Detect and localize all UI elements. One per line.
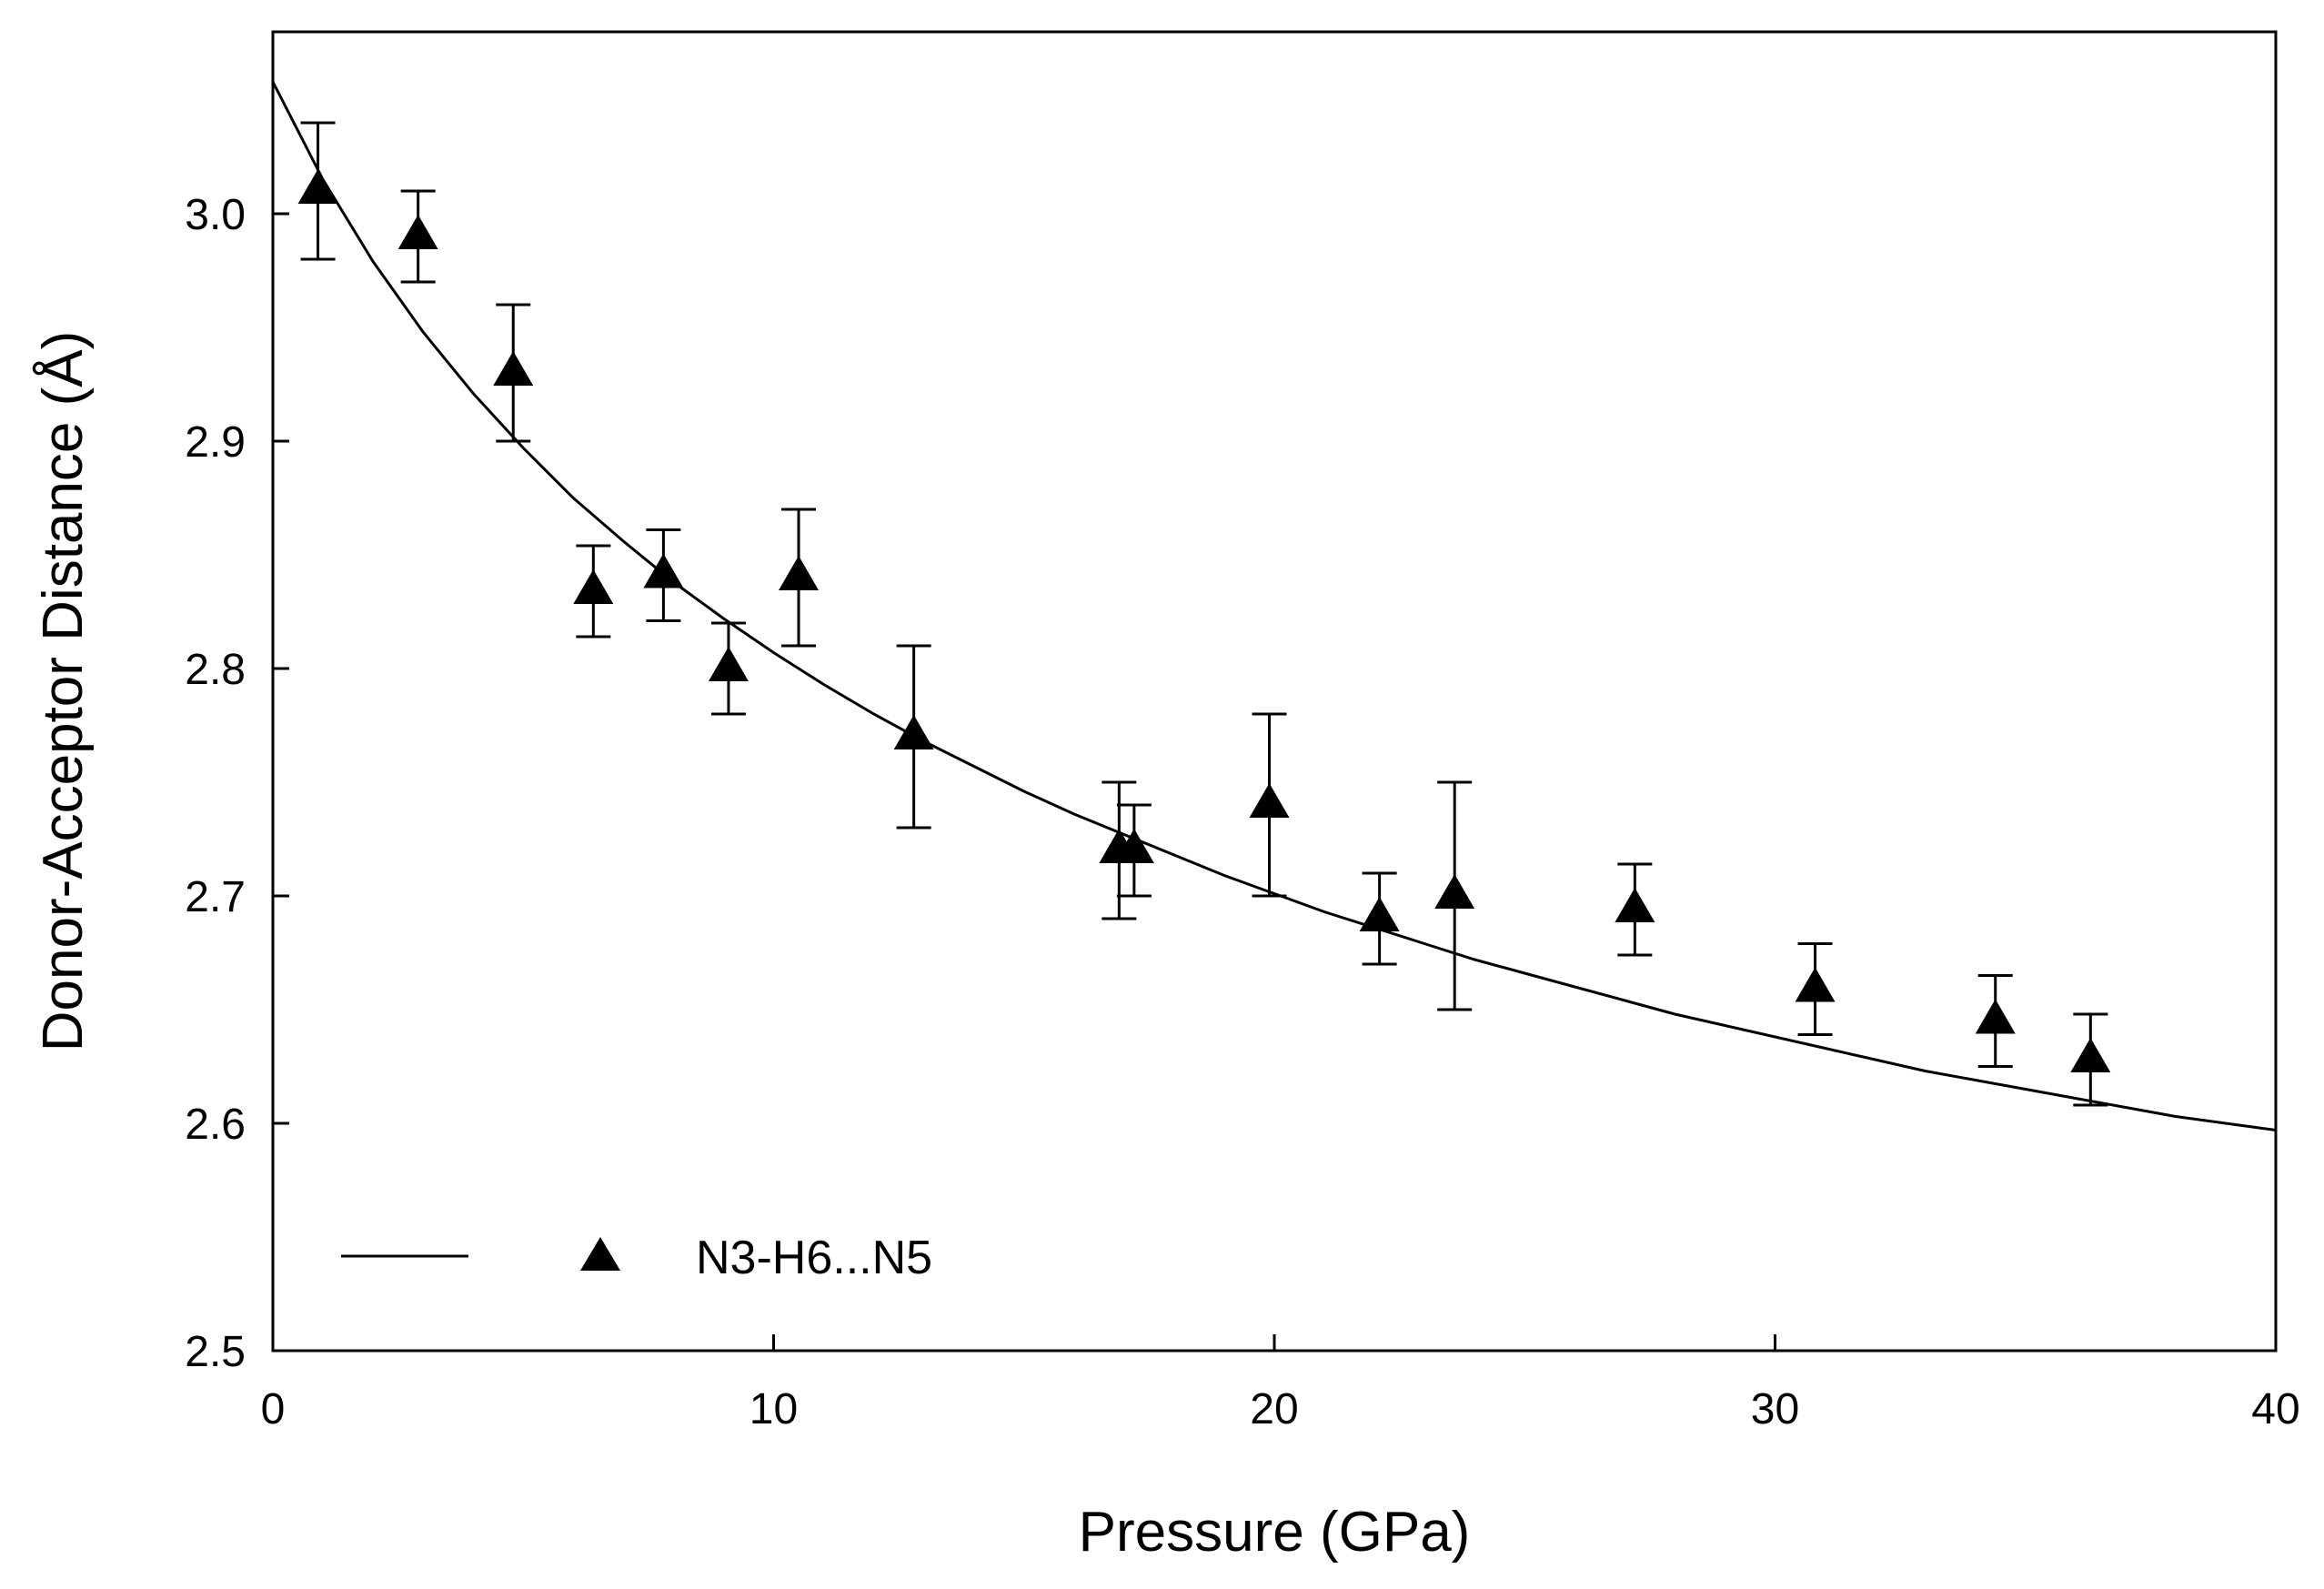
triangle-marker	[1795, 967, 1836, 1002]
fit-curve	[271, 81, 2277, 1131]
x-axis-title: Pressure (GPa)	[1079, 1501, 1471, 1564]
data-point	[1434, 780, 1475, 1011]
plot-frame	[271, 30, 2278, 1353]
data-point	[708, 621, 749, 716]
triangle-marker	[297, 169, 338, 204]
y-axis-title: Donor-Acceptor Distance (Å)	[32, 331, 95, 1052]
data-point	[1795, 942, 1836, 1036]
triangle-marker	[397, 215, 438, 249]
data-point	[1249, 712, 1290, 898]
y-tick-label: 2.5	[185, 1328, 246, 1376]
triangle-marker	[708, 647, 749, 681]
data-point	[1975, 974, 2016, 1068]
legend-label: N3-H6...N5	[696, 1232, 932, 1284]
data-point	[2070, 1012, 2111, 1107]
y-tick-label: 2.6	[185, 1101, 246, 1149]
x-tick-label: 30	[1751, 1385, 1799, 1433]
data-point	[397, 189, 438, 284]
triangle-marker	[573, 569, 614, 604]
y-tick-label: 2.7	[185, 873, 246, 921]
data-point	[1615, 862, 1655, 957]
triangle-marker	[1615, 888, 1655, 922]
x-tick-label: 20	[1250, 1385, 1298, 1433]
y-axis: 2.5 2.6 2.7 2.8 2.9 3.0	[185, 191, 289, 1376]
triangle-marker	[1359, 897, 1400, 931]
x-tick-label: 10	[750, 1385, 798, 1433]
triangle-marker	[1113, 829, 1154, 863]
data-point	[493, 303, 534, 443]
y-tick-label: 3.0	[185, 191, 246, 239]
triangle-marker	[643, 553, 684, 588]
triangle-marker	[779, 556, 820, 590]
data-point	[779, 508, 820, 648]
y-tick-label: 2.8	[185, 646, 246, 694]
x-tick-label: 40	[2251, 1385, 2299, 1433]
legend: N3-H6...N5	[341, 1232, 932, 1284]
triangle-marker	[493, 351, 534, 386]
y-tick-label: 2.9	[185, 418, 246, 467]
x-axis: 0 10 20 30 40	[261, 1334, 2300, 1433]
legend-triangle-marker	[580, 1237, 620, 1271]
triangle-marker	[893, 715, 934, 749]
data-point	[643, 528, 684, 622]
triangle-marker	[1434, 874, 1475, 909]
data-point	[893, 644, 934, 830]
data-points	[297, 121, 2111, 1107]
triangle-marker	[1249, 783, 1290, 818]
data-point	[1359, 871, 1400, 966]
x-tick-label: 0	[261, 1385, 286, 1433]
data-point	[573, 544, 614, 639]
data-point	[297, 121, 338, 261]
triangle-marker	[1975, 999, 2016, 1034]
triangle-marker	[2070, 1038, 2111, 1072]
data-point	[1113, 803, 1154, 898]
